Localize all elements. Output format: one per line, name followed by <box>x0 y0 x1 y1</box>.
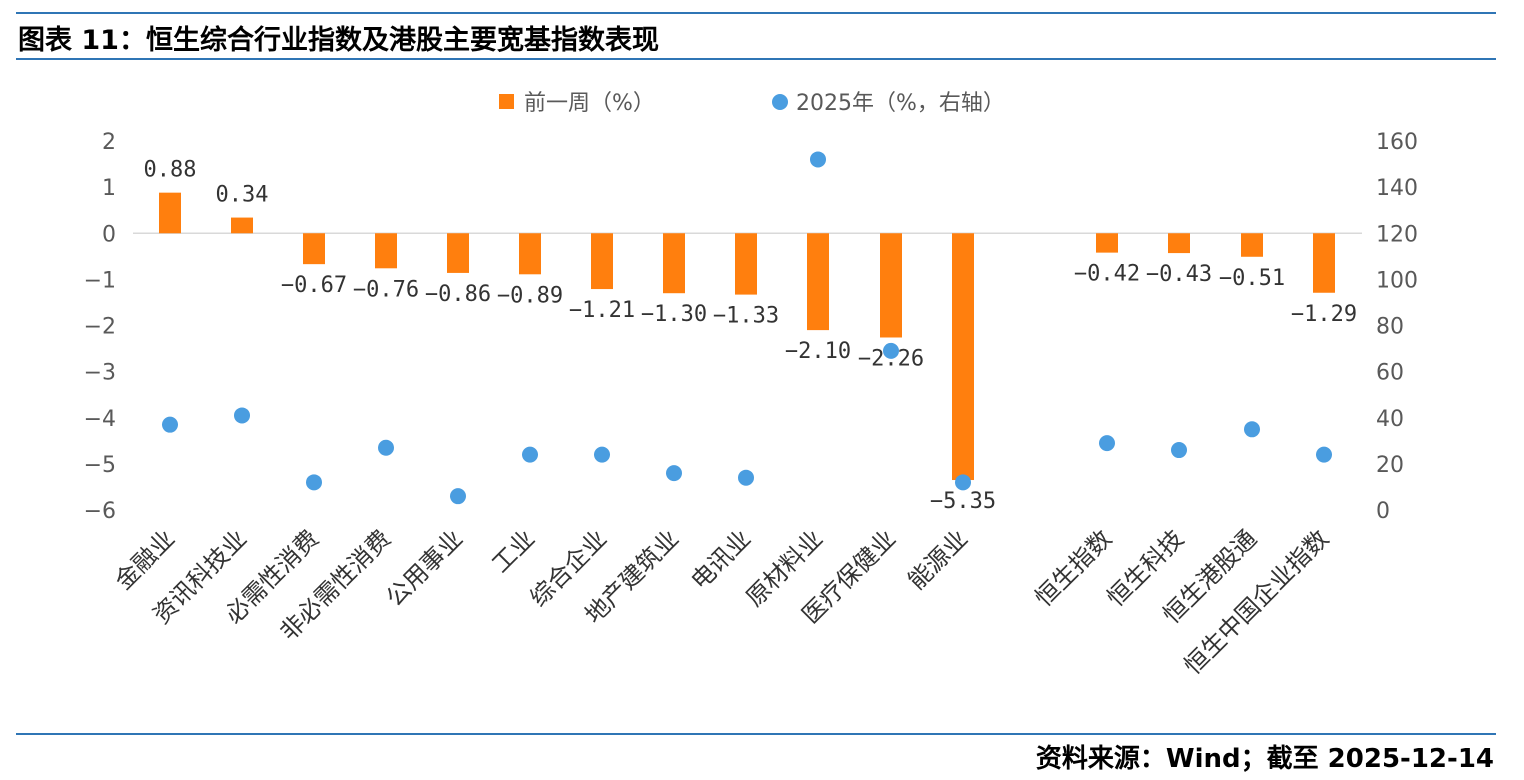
bar <box>375 233 397 269</box>
bar <box>735 233 757 295</box>
left-tick-label: −2 <box>84 315 116 340</box>
right-tick-label: 100 <box>1376 268 1418 293</box>
category-label: 金融业 <box>110 524 181 595</box>
bar-data-label: −1.21 <box>569 298 635 323</box>
category-label: 恒生指数 <box>1030 524 1118 612</box>
bar-data-label: 0.88 <box>144 158 197 183</box>
bar <box>591 233 613 290</box>
bar-data-label: −0.43 <box>1146 262 1212 287</box>
left-tick-label: −5 <box>84 453 116 478</box>
bar <box>1241 233 1263 257</box>
bar-data-label: −0.67 <box>281 273 347 298</box>
right-tick-label: 140 <box>1376 176 1418 201</box>
bar-data-label: −2.26 <box>858 346 924 371</box>
scatter-point <box>234 407 250 424</box>
category-label: 公用事业 <box>381 524 469 612</box>
bar <box>1168 233 1190 254</box>
bar-data-labels: 0.880.34−0.67 −0.76 −0.86 −0.89−1.21 −1.30 −1… <box>144 158 1358 514</box>
legend-bar-label: 前一周（%） <box>524 91 655 116</box>
left-axis: 2 1 0 −1 −2 −3 −4 −5 −6 <box>84 130 116 524</box>
left-tick-label: −6 <box>84 499 116 524</box>
bar <box>303 233 325 265</box>
scatter-point <box>883 342 899 359</box>
bar-data-label: −0.76 <box>353 277 419 302</box>
bottom-rule <box>16 733 1496 735</box>
right-tick-label: 60 <box>1376 361 1404 386</box>
left-tick-label: 2 <box>102 130 116 155</box>
scatter-point <box>1244 421 1260 438</box>
left-tick-label: −3 <box>84 361 116 386</box>
scatter-point <box>450 488 466 505</box>
bar <box>1096 233 1118 253</box>
left-tick-label: 1 <box>102 176 116 201</box>
left-tick-label: 0 <box>102 222 116 247</box>
bar <box>952 233 974 481</box>
top-rule <box>16 12 1496 14</box>
category-label: 能源业 <box>903 524 974 595</box>
right-tick-label: 0 <box>1376 499 1390 524</box>
scatter-point <box>810 151 826 168</box>
scatter-point <box>378 439 394 456</box>
source-note: 资料来源：Wind；截至 2025-12-14 <box>1035 744 1494 774</box>
bar <box>159 192 181 234</box>
title-underline <box>16 58 1496 60</box>
bar <box>663 233 685 294</box>
legend: 前一周（%） 2025年（%，右轴） <box>499 91 1005 116</box>
category-label: 工业 <box>487 524 541 578</box>
scatter-point <box>1171 442 1187 459</box>
scatter-point <box>162 416 178 433</box>
legend-dot-label: 2025年（%，右轴） <box>796 91 1005 116</box>
bar <box>880 233 902 338</box>
scatter-point <box>522 446 538 463</box>
bar-data-label: −1.33 <box>713 304 779 329</box>
legend-dot-swatch <box>772 94 788 110</box>
bar <box>231 217 253 234</box>
left-tick-label: −4 <box>84 407 116 432</box>
bar <box>447 233 469 273</box>
bar-data-label: −0.42 <box>1074 262 1140 287</box>
bar-data-label: 0.34 <box>216 183 269 208</box>
bar-data-label: −1.30 <box>641 302 707 327</box>
bar-series <box>159 192 1335 481</box>
bar-data-label: −0.89 <box>497 283 563 308</box>
scatter-point <box>1099 435 1115 452</box>
scatter-point <box>594 446 610 463</box>
bar-data-label: −1.29 <box>1291 302 1357 327</box>
right-tick-label: 20 <box>1376 453 1404 478</box>
category-label: 电讯业 <box>686 524 757 595</box>
scatter-series <box>162 151 1332 505</box>
bar <box>1313 233 1335 293</box>
bar <box>519 233 541 275</box>
bar-data-label: −0.86 <box>425 282 491 307</box>
chart: 前一周（%） 2025年（%，右轴） 2 1 0 −1 −2 −3 −4 −5 −6 160 140… <box>84 91 1418 680</box>
bar <box>807 233 829 331</box>
scatter-point <box>1316 446 1332 463</box>
bar-data-label: −5.35 <box>930 489 996 514</box>
figure-title: 图表 11：恒生综合行业指数及港股主要宽基指数表现 <box>18 25 659 56</box>
legend-bar-swatch <box>499 94 514 109</box>
left-tick-label: −1 <box>84 268 116 293</box>
right-tick-label: 80 <box>1376 315 1404 340</box>
scatter-point <box>955 474 971 491</box>
right-axis: 160 140 120 100 80 60 40 20 0 <box>1376 130 1418 524</box>
right-tick-label: 120 <box>1376 222 1418 247</box>
bar-data-label: −0.51 <box>1219 266 1285 291</box>
right-tick-label: 160 <box>1376 130 1418 155</box>
bar-data-label: −2.10 <box>785 339 851 364</box>
right-tick-label: 40 <box>1376 407 1404 432</box>
scatter-point <box>666 465 682 482</box>
scatter-point <box>738 469 754 486</box>
scatter-point <box>306 474 322 491</box>
